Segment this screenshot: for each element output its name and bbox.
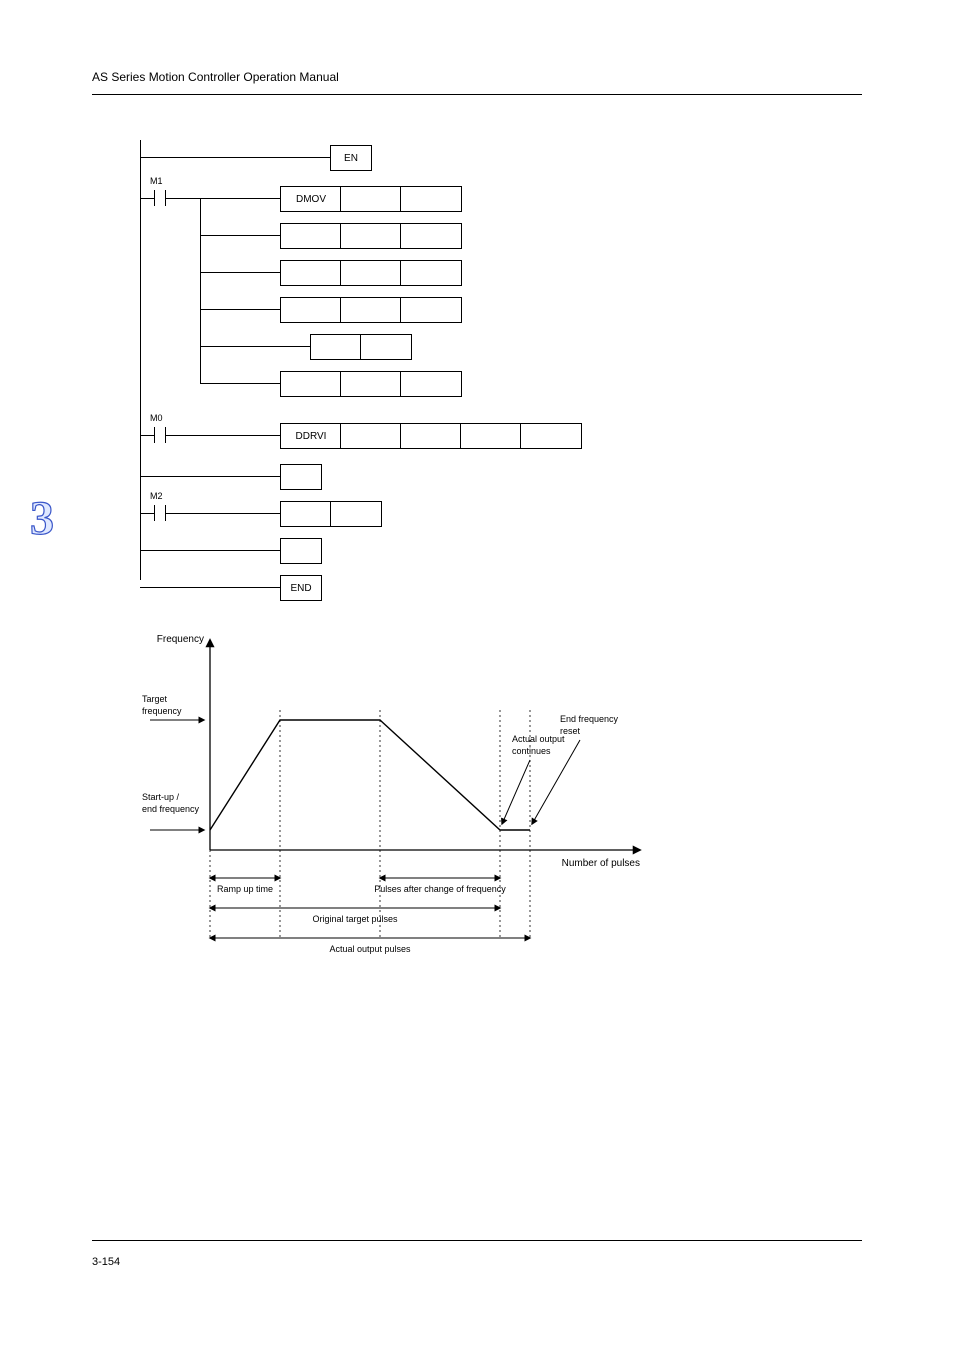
ladder-diagram: ENM1DMOVM0DDRVIM2END <box>140 140 740 580</box>
ladder-box <box>400 186 462 212</box>
svg-text:Number of pulses: Number of pulses <box>562 858 640 869</box>
ladder-box: DMOV <box>280 186 342 212</box>
ladder-box: DDRVI <box>280 423 342 449</box>
page-header-left: AS Series Motion Controller Operation Ma… <box>92 70 339 84</box>
svg-text:Actual outputcontinues: Actual outputcontinues <box>512 734 565 756</box>
ladder-box <box>520 423 582 449</box>
ladder-box <box>280 260 342 286</box>
svg-text:Frequency: Frequency <box>157 634 204 645</box>
svg-text:End frequencyreset: End frequencyreset <box>560 714 619 736</box>
contact-label: M0 <box>150 413 163 424</box>
svg-text:Pulses after change of frequen: Pulses after change of frequency <box>374 884 506 894</box>
ladder-box <box>280 464 322 490</box>
svg-text:Original target pulses: Original target pulses <box>312 914 398 924</box>
chapter-digit: 3 <box>30 492 54 545</box>
ladder-box <box>460 423 522 449</box>
ladder-box <box>400 423 462 449</box>
ladder-box <box>280 371 342 397</box>
ladder-box <box>400 223 462 249</box>
ladder-box <box>330 501 382 527</box>
page-footer: 3-154 <box>92 1256 862 1268</box>
ladder-box <box>280 538 322 564</box>
timing-graph: Targetfrequency Start-up /end frequency Ac… <box>140 620 660 960</box>
ladder-box <box>340 186 402 212</box>
svg-text:Ramp up time: Ramp up time <box>217 884 273 894</box>
svg-text:Actual output pulses: Actual output pulses <box>329 944 411 954</box>
ladder-box <box>340 223 402 249</box>
ladder-box <box>310 334 362 360</box>
ladder-box <box>400 371 462 397</box>
ladder-box <box>360 334 412 360</box>
svg-text:Start-up /end frequency: Start-up /end frequency <box>142 792 200 814</box>
ladder-box <box>340 297 402 323</box>
page-number-left: 3-154 <box>92 1256 120 1268</box>
ladder-box <box>340 371 402 397</box>
ladder-box: EN <box>330 145 372 171</box>
contact-label: M1 <box>150 176 163 187</box>
ladder-box: END <box>280 575 322 601</box>
chapter-tab: 3 <box>20 490 64 548</box>
svg-text:Targetfrequency: Targetfrequency <box>142 694 182 716</box>
ladder-box <box>400 260 462 286</box>
ladder-box <box>280 297 342 323</box>
ladder-box <box>340 260 402 286</box>
ladder-box <box>400 297 462 323</box>
graph-svg: Targetfrequency Start-up /end frequency Ac… <box>140 620 660 960</box>
ladder-box <box>340 423 402 449</box>
contact-label: M2 <box>150 491 163 502</box>
ladder-box <box>280 223 342 249</box>
ladder-box <box>280 501 332 527</box>
